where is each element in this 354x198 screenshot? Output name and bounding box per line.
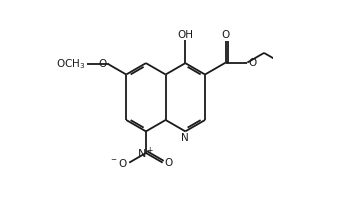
Text: OH: OH — [177, 30, 193, 40]
Text: N: N — [182, 133, 189, 143]
Text: O: O — [222, 30, 230, 40]
Text: $^-$O: $^-$O — [109, 157, 128, 169]
Text: OCH$_3$: OCH$_3$ — [56, 57, 86, 71]
Text: O: O — [164, 158, 172, 168]
Text: N$^+$: N$^+$ — [137, 145, 155, 161]
Text: O: O — [99, 59, 107, 69]
Text: O: O — [249, 58, 257, 68]
